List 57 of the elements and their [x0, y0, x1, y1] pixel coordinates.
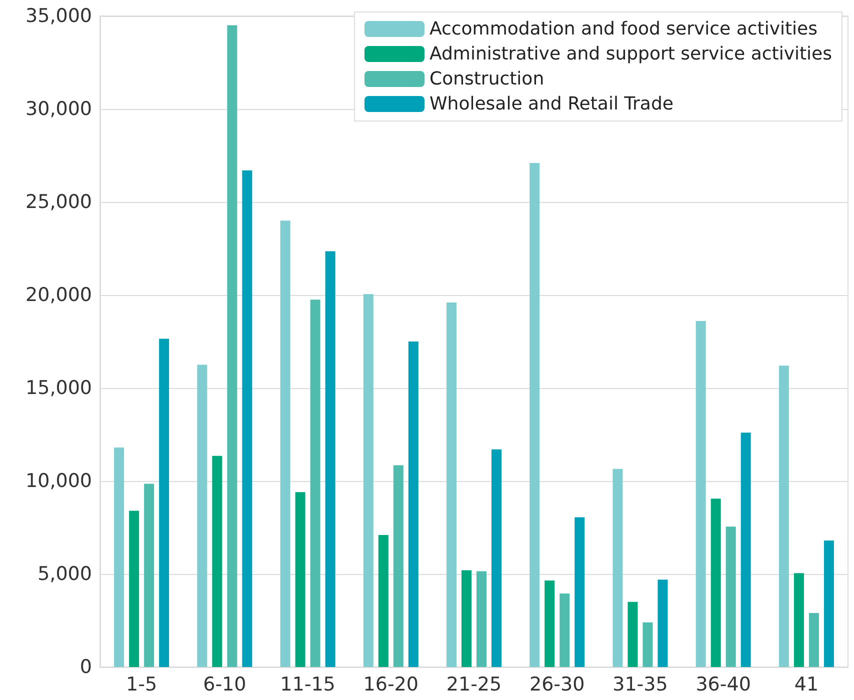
bar [794, 573, 804, 667]
x-tick-label: 11-15 [280, 674, 336, 696]
x-tick-label: 36-40 [696, 674, 751, 696]
bar [544, 580, 555, 667]
bar [242, 170, 252, 667]
y-tick-label: 35,000 [26, 5, 92, 27]
bar [696, 321, 706, 667]
legend-label: Construction [429, 68, 544, 90]
y-tick-label: 25,000 [26, 191, 92, 213]
bar [628, 602, 638, 667]
bar [144, 484, 154, 667]
y-tick-label: 10,000 [26, 470, 92, 492]
bar [393, 465, 404, 667]
bar [197, 364, 208, 667]
bar [658, 580, 668, 667]
bar [574, 517, 585, 667]
y-tick-label: 20,000 [26, 284, 92, 306]
x-tick-label: 41 [794, 674, 819, 696]
bar [476, 571, 486, 667]
legend-label: Wholesale and Retail Trade [429, 94, 674, 114]
x-tick-label: 26-30 [530, 674, 585, 696]
bar [408, 342, 418, 667]
bar [710, 498, 721, 667]
bar [492, 449, 502, 667]
bar [726, 526, 736, 667]
bar [530, 162, 540, 667]
y-tick-label: 15,000 [26, 377, 92, 399]
bar [378, 534, 388, 667]
y-tick-label: 0 [80, 656, 92, 678]
legend-label: Administrative and support service activities [429, 44, 832, 64]
bar [446, 302, 456, 667]
bar [612, 468, 623, 667]
y-tick-label: 30,000 [26, 98, 92, 120]
legend-label: Accommodation and food service activities [429, 18, 818, 40]
bar [310, 300, 320, 667]
bar [808, 613, 819, 667]
x-tick-label: 16-20 [363, 674, 418, 696]
bar [778, 366, 789, 667]
bar [212, 456, 222, 667]
bar [129, 510, 140, 667]
y-tick-label: 5,000 [38, 563, 92, 585]
x-tick-label: 6-10 [203, 674, 246, 696]
bar [295, 492, 306, 667]
bar [642, 622, 653, 667]
bar [227, 25, 238, 667]
bar [824, 540, 834, 667]
bar [560, 594, 570, 667]
x-tick-label: 1-5 [126, 674, 158, 696]
x-tick-label: 31-35 [612, 674, 668, 696]
bar [462, 570, 472, 667]
bar [280, 220, 290, 667]
bar [159, 338, 170, 667]
bar [363, 294, 374, 667]
bar [114, 448, 124, 667]
x-tick-label: 21-25 [446, 674, 502, 696]
bar [325, 251, 336, 667]
bar [740, 432, 751, 667]
